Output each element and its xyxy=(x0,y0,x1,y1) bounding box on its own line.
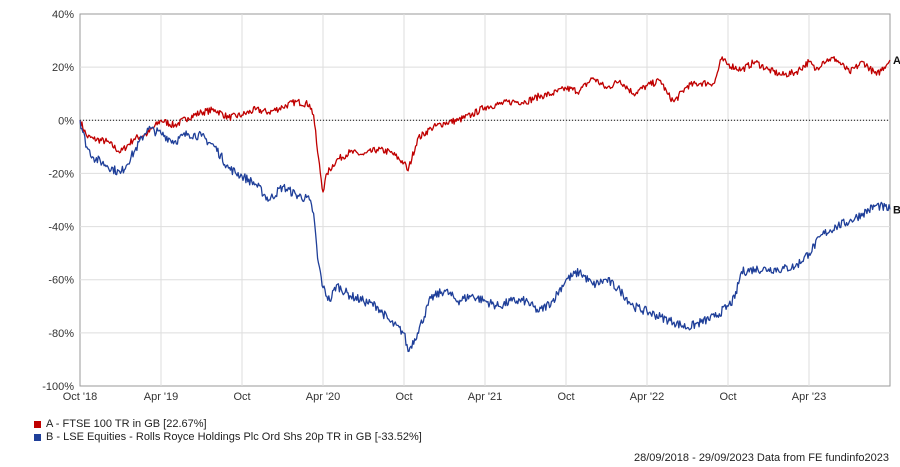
legend-item-a: A - FTSE 100 TR in GB [22.67%] xyxy=(34,418,422,431)
series-end-label-a: A xyxy=(893,55,900,67)
y-tick-label: -20% xyxy=(48,168,74,180)
series-end-label-b: B xyxy=(893,204,900,216)
x-tick-label: Apr '21 xyxy=(468,391,503,403)
data-source-footer: 28/09/2018 - 29/09/2023 Data from FE fun… xyxy=(633,452,889,464)
legend-label-b: B - LSE Equities - Rolls Royce Holdings … xyxy=(46,431,422,443)
y-tick-label: 20% xyxy=(52,62,74,74)
x-tick-label: Apr '19 xyxy=(144,391,179,403)
x-tick-label: Oct xyxy=(719,391,736,403)
x-tick-label: Oct xyxy=(395,391,412,403)
series-line-a xyxy=(79,56,891,193)
x-tick-label: Apr '23 xyxy=(792,391,827,403)
y-tick-label: -100% xyxy=(42,381,74,393)
legend-label-a: A - FTSE 100 TR in GB [22.67%] xyxy=(46,418,207,430)
x-tick-label: Oct xyxy=(557,391,574,403)
x-tick-label: Oct xyxy=(233,391,250,403)
x-tick-label: Apr '20 xyxy=(306,391,341,403)
legend: A - FTSE 100 TR in GB [22.67%] B - LSE E… xyxy=(34,418,422,444)
y-tick-label: 40% xyxy=(52,9,74,21)
y-tick-label: -80% xyxy=(48,328,74,340)
y-tick-label: 0% xyxy=(58,115,74,127)
x-tick-label: Apr '22 xyxy=(630,391,665,403)
y-tick-label: -40% xyxy=(48,222,74,234)
legend-item-b: B - LSE Equities - Rolls Royce Holdings … xyxy=(34,431,422,444)
legend-swatch-a xyxy=(34,421,41,428)
series-line-b xyxy=(79,120,891,353)
legend-swatch-b xyxy=(34,434,41,441)
x-tick-label: Oct '18 xyxy=(63,391,98,403)
y-tick-label: -60% xyxy=(48,275,74,287)
